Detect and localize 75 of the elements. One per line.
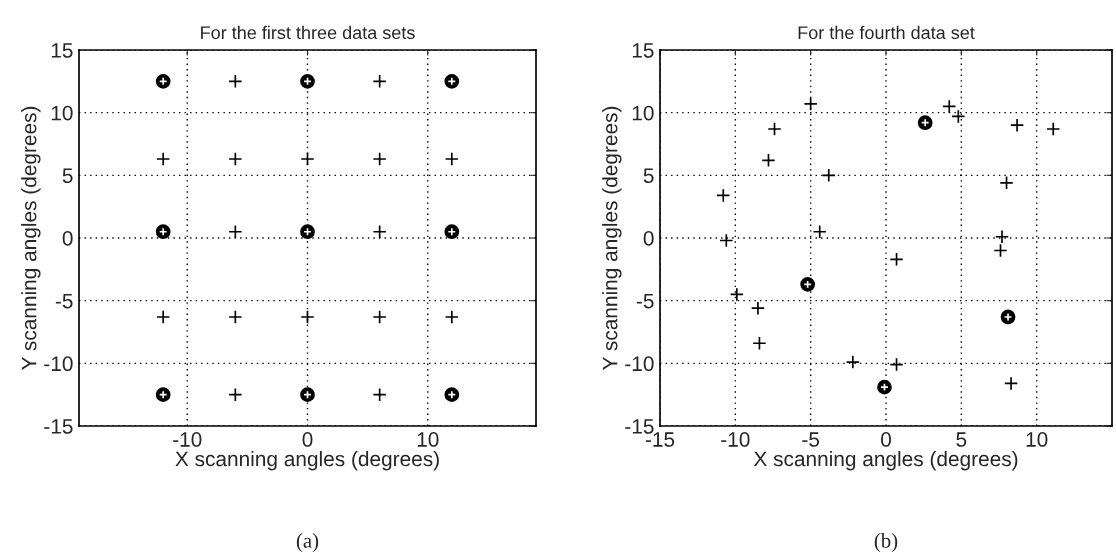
point — [444, 151, 459, 167]
y-axis-title: Y scanning angles (degrees) — [21, 106, 41, 370]
point — [999, 175, 1014, 190]
point — [845, 354, 860, 370]
text: (a) — [296, 533, 319, 553]
point — [372, 387, 387, 402]
point — [300, 73, 315, 89]
point — [155, 387, 171, 403]
point — [1003, 376, 1019, 391]
point — [942, 99, 957, 114]
point — [444, 73, 460, 89]
point — [156, 151, 171, 167]
y-tick-label: -15 — [625, 419, 654, 434]
y-tick-label: -10 — [44, 356, 73, 372]
point — [300, 387, 315, 403]
point — [993, 243, 1008, 258]
point — [156, 309, 171, 325]
point — [729, 287, 744, 302]
y-tick-label: 15 — [51, 43, 73, 58]
point — [750, 301, 766, 316]
point — [372, 74, 387, 89]
point — [889, 357, 904, 372]
point — [951, 109, 966, 124]
y-tick-label: 15 — [632, 43, 654, 58]
y-tick-label: 0 — [62, 231, 73, 246]
point — [228, 74, 243, 89]
x-tick-label: -10 — [721, 432, 750, 447]
point — [444, 309, 459, 325]
y-tick-label: -5 — [55, 293, 73, 309]
chart-title: For the first three data sets — [201, 25, 415, 40]
point — [752, 336, 767, 351]
text: (b) — [874, 533, 898, 553]
point — [761, 153, 776, 168]
x-tick-label: 10 — [417, 432, 439, 447]
point — [228, 309, 243, 325]
x-tick-label: 5 — [956, 432, 967, 447]
point — [889, 252, 904, 267]
y-axis-title: Y scanning angles (degrees) — [602, 106, 622, 370]
y-tick-label: -15 — [44, 419, 73, 434]
point — [155, 73, 171, 89]
point — [300, 151, 315, 167]
point — [1009, 118, 1025, 133]
point — [228, 151, 243, 167]
point — [719, 233, 734, 248]
point — [1046, 121, 1061, 137]
point — [372, 151, 387, 167]
point — [228, 224, 243, 239]
x-axis-title: X scanning angles (degrees) — [753, 450, 1018, 471]
x-tick-label: 0 — [302, 432, 313, 447]
y-tick-label: 0 — [643, 231, 654, 246]
y-tick-label: 5 — [62, 168, 73, 184]
point — [994, 229, 1010, 244]
point — [917, 115, 933, 131]
y-tick-label: 10 — [51, 105, 73, 121]
y-tick-label: -10 — [625, 356, 654, 372]
point — [716, 188, 731, 203]
point — [767, 121, 782, 137]
x-tick-label: -5 — [802, 432, 820, 447]
chart-title: For the fourth data set — [798, 25, 975, 40]
point — [300, 309, 315, 325]
point — [803, 96, 818, 111]
x-tick-label: 10 — [1026, 432, 1048, 447]
y-tick-label: 5 — [643, 168, 654, 184]
point — [800, 277, 816, 292]
x-axis-title: X scanning angles (degrees) — [175, 450, 439, 471]
x-tick-label: 0 — [881, 432, 891, 447]
point — [821, 168, 836, 183]
point — [372, 224, 387, 239]
point — [228, 387, 243, 402]
y-tick-label: 10 — [632, 105, 654, 121]
point — [444, 387, 460, 403]
point — [372, 309, 387, 325]
point — [812, 224, 827, 239]
y-tick-label: -5 — [636, 293, 654, 309]
x-tick-label: -10 — [173, 432, 202, 447]
